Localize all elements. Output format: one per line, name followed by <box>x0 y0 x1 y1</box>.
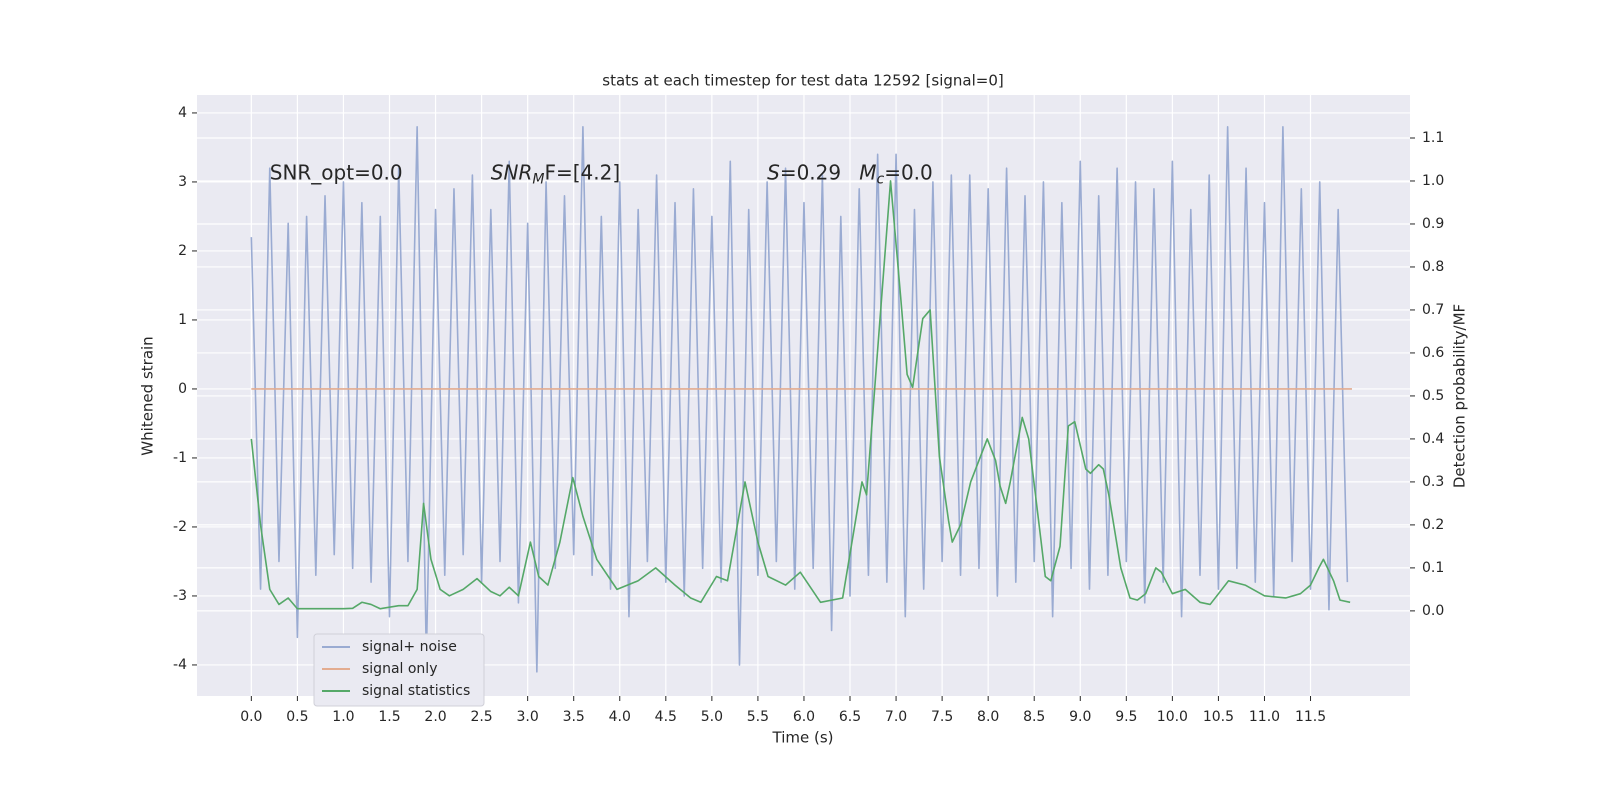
annotation-part: =0.29 <box>780 160 841 184</box>
y2-tick-label: 0.4 <box>1422 431 1444 447</box>
annotation: SNRMF=[4.2] <box>491 160 620 188</box>
x-tick-label: 11.5 <box>1295 709 1326 725</box>
x-tick-label: 3.0 <box>517 709 539 725</box>
y2-axis-label: Detection probability/MF <box>1451 304 1469 488</box>
legend-label: signal+ noise <box>362 639 457 655</box>
annotation: S=0.29 <box>767 160 841 184</box>
y2-tick-label: 1.0 <box>1422 173 1444 189</box>
annotation-part: SNR <box>491 160 533 184</box>
y2-tick-label: 0.8 <box>1422 259 1444 275</box>
series-line <box>250 180 1351 610</box>
y2-tick-label: 0.6 <box>1422 345 1444 361</box>
x-tick-label: 6.5 <box>839 709 861 725</box>
y-tick-label: 2 <box>178 243 187 259</box>
annotation-part: =0.0 <box>884 160 933 184</box>
x-tick-label: 2.5 <box>470 709 492 725</box>
y2-tick-label: 0.2 <box>1422 517 1444 533</box>
annotation-part: F=[4.2] <box>544 160 620 184</box>
series-line <box>250 125 1349 673</box>
y-tick-label: 3 <box>178 174 187 190</box>
x-axis-label: Time (s) <box>772 729 834 747</box>
x-tick-label: 6.0 <box>793 709 815 725</box>
x-tick-label: 1.5 <box>378 709 400 725</box>
y2-tick-label: 0.5 <box>1422 388 1444 404</box>
annotation-part: SNR_opt=0.0 <box>270 160 403 184</box>
y-tick-label: 1 <box>178 312 187 328</box>
x-tick-label: 4.5 <box>655 709 677 725</box>
x-tick-label: 5.0 <box>701 709 723 725</box>
x-tick-label: 0.5 <box>286 709 308 725</box>
y2-tick-label: 0.3 <box>1422 474 1444 490</box>
annotation: Mc=0.0 <box>859 160 933 188</box>
annotation-part: S <box>767 160 780 184</box>
y-axis-label: Whitened strain <box>139 336 157 455</box>
y2-tick-label: 0.7 <box>1422 302 1444 318</box>
x-tick-label: 10.5 <box>1203 709 1234 725</box>
x-tick-label: 3.5 <box>563 709 585 725</box>
x-tick-label: 1.0 <box>332 709 354 725</box>
legend-label: signal statistics <box>362 683 470 699</box>
x-tick-label: 9.0 <box>1069 709 1091 725</box>
x-tick-label: 2.0 <box>424 709 446 725</box>
x-tick-label: 8.5 <box>1023 709 1045 725</box>
x-tick-label: 4.0 <box>609 709 631 725</box>
annotation: SNR_opt=0.0 <box>270 160 403 184</box>
x-tick-label: 9.5 <box>1115 709 1137 725</box>
x-tick-label: 0.0 <box>240 709 262 725</box>
annotation-part: c <box>876 172 884 188</box>
y-tick-label: 4 <box>178 105 187 121</box>
y2-tick-label: 0.0 <box>1422 603 1444 619</box>
legend-label: signal only <box>362 661 437 677</box>
x-tick-label: 7.5 <box>931 709 953 725</box>
annotation-part: M <box>532 172 544 188</box>
x-tick-label: 7.0 <box>885 709 907 725</box>
y-tick-label: -2 <box>173 519 187 535</box>
x-tick-label: 8.0 <box>977 709 999 725</box>
annotation-part: M <box>859 160 876 184</box>
y2-tick-label: 0.9 <box>1422 216 1444 232</box>
x-tick-label: 10.0 <box>1157 709 1188 725</box>
y-tick-label: 0 <box>178 381 187 397</box>
x-tick-label: 11.0 <box>1249 709 1280 725</box>
chart-title: stats at each timestep for test data 125… <box>602 72 1003 90</box>
y2-tick-label: 0.1 <box>1422 560 1444 576</box>
y2-tick-label: 1.1 <box>1422 130 1444 146</box>
x-tick-label: 5.5 <box>747 709 769 725</box>
y-tick-label: -4 <box>173 657 187 673</box>
y-tick-label: -3 <box>173 588 187 604</box>
legend-box <box>313 633 485 707</box>
y-tick-label: -1 <box>173 450 187 466</box>
